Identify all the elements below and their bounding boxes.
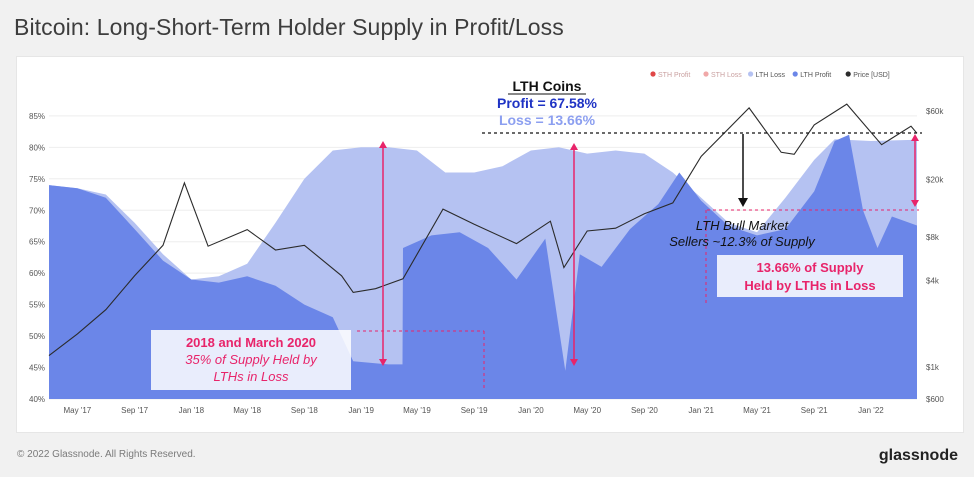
legend-marker-price xyxy=(845,71,851,77)
x-tick-label: Sep '21 xyxy=(801,406,828,415)
legend-marker-lth_loss xyxy=(748,71,754,77)
y-right-tick-label: $60k xyxy=(926,107,944,116)
bull-market-arrow-head xyxy=(738,198,748,207)
y-left-tick-label: 65% xyxy=(29,238,45,247)
price-line xyxy=(48,103,918,357)
y-left-tick-label: 80% xyxy=(29,143,45,152)
x-tick-label: Jan '21 xyxy=(688,406,714,415)
cycle-2018-arrow-head xyxy=(379,141,387,148)
cycle-2018-box xyxy=(151,330,351,390)
x-tick-label: May '20 xyxy=(573,406,601,415)
y-left-tick-label: 40% xyxy=(29,395,45,404)
y-left-tick-label: 70% xyxy=(29,206,45,215)
x-tick-label: Sep '19 xyxy=(461,406,488,415)
x-tick-label: Jan '22 xyxy=(858,406,884,415)
current-loss-box xyxy=(717,255,903,297)
current-loss-arrow-head xyxy=(911,134,919,141)
cycle-2018-line2: 35% of Supply Held by xyxy=(185,352,318,367)
current-loss-line1: 13.66% of Supply xyxy=(757,260,865,275)
cycle-2020-arrow-head xyxy=(570,359,578,366)
cycle-2018-line3: LTHs in Loss xyxy=(214,369,289,384)
y-left-tick-label: 75% xyxy=(29,175,45,184)
y-left-tick-label: 50% xyxy=(29,332,45,341)
legend-label-sth_profit: STH Profit xyxy=(658,72,690,79)
brand-logo: glassnode xyxy=(878,447,958,464)
legend-label-sth_loss: STH Loss xyxy=(711,72,742,79)
x-tick-label: Sep '18 xyxy=(291,406,318,415)
y-right-tick-label: $8k xyxy=(926,233,940,242)
legend-label-price: Price [USD] xyxy=(853,72,890,79)
x-tick-label: May '19 xyxy=(403,406,431,415)
y-right-tick-label: $20k xyxy=(926,176,944,185)
chart: glassnode85%80%75%70%65%60%55%50%45%40%$… xyxy=(29,71,944,415)
y-left-tick-label: 60% xyxy=(29,269,45,278)
current-loss-line2: Held by LTHs in Loss xyxy=(744,278,875,293)
legend-marker-lth_profit xyxy=(792,71,798,77)
page-title: Bitcoin: Long-Short-Term Holder Supply i… xyxy=(14,14,564,40)
bull-market-line2: Sellers ~12.3% of Supply xyxy=(669,234,816,249)
lth-coins-title: LTH Coins xyxy=(513,78,582,94)
x-tick-label: May '17 xyxy=(63,406,91,415)
lth-loss-label: Loss = 13.66% xyxy=(499,112,596,128)
y-right-tick-label: $600 xyxy=(926,395,944,404)
current-loss-arrow-head xyxy=(911,200,919,207)
x-tick-label: May '21 xyxy=(743,406,771,415)
cycle-2018-arrow-head xyxy=(379,359,387,366)
y-left-tick-label: 85% xyxy=(29,112,45,121)
y-right-tick-label: $4k xyxy=(926,276,940,285)
x-tick-label: Sep '20 xyxy=(631,406,658,415)
x-tick-label: Jan '18 xyxy=(179,406,205,415)
copyright-text: © 2022 Glassnode. All Rights Reserved. xyxy=(17,449,196,460)
y-left-tick-label: 45% xyxy=(29,364,45,373)
y-right-tick-label: $1k xyxy=(926,363,940,372)
bull-market-line1: LTH Bull Market xyxy=(696,218,790,233)
cycle-2018-line1: 2018 and March 2020 xyxy=(186,335,316,350)
legend-label-lth_profit: LTH Profit xyxy=(800,72,831,79)
cycle-2020-arrow-head xyxy=(570,143,578,150)
legend-label-lth_loss: LTH Loss xyxy=(756,72,786,79)
lth-profit-label: Profit = 67.58% xyxy=(497,95,598,111)
x-tick-label: Sep '17 xyxy=(121,406,148,415)
x-tick-label: Jan '19 xyxy=(348,406,374,415)
x-tick-label: Jan '20 xyxy=(518,406,544,415)
legend-marker-sth_loss xyxy=(703,71,709,77)
x-tick-label: May '18 xyxy=(233,406,261,415)
legend-marker-sth_profit xyxy=(650,71,656,77)
chart-panel: glassnode85%80%75%70%65%60%55%50%45%40%$… xyxy=(16,56,964,433)
y-left-tick-label: 55% xyxy=(29,301,45,310)
